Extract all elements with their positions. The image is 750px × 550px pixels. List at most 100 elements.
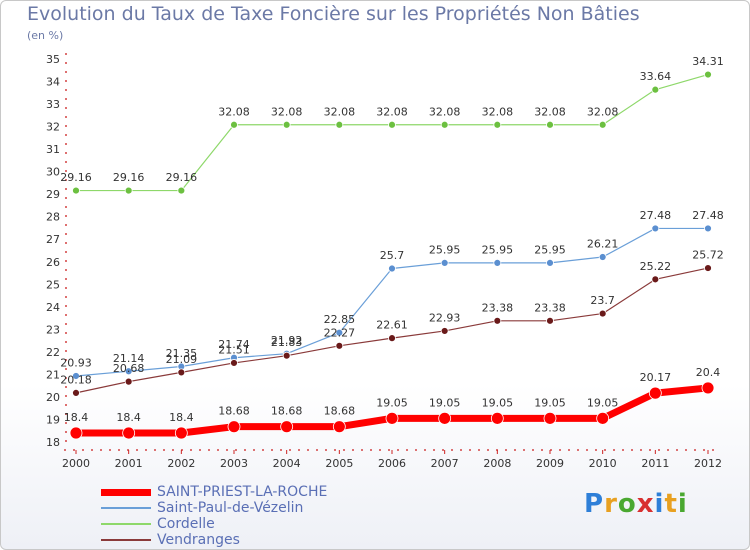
logo-letter: o [617,489,637,519]
data-label: 23.38 [482,301,514,314]
data-label: 22.85 [324,313,356,326]
data-point [546,120,554,129]
y-tick-label: 25 [46,278,60,291]
x-tick-label: 2008 [483,457,511,470]
y-tick-label: 24 [46,301,60,314]
legend-label: Vendranges [157,532,240,548]
data-label: 25.22 [640,260,672,273]
data-point [177,186,186,195]
chart-title: Evolution du Taux de Taxe Foncière sur l… [27,3,640,25]
data-point [493,258,502,267]
data-label: 20.4 [696,366,721,379]
data-point [651,275,660,284]
data-point [648,386,662,400]
logo-letter: P [584,489,605,519]
legend-swatch [101,539,151,541]
data-label: 22.61 [376,319,408,332]
data-point [72,372,80,380]
data-label: 18.4 [169,411,194,424]
y-tick-label: 21 [46,368,60,381]
legend-swatch [101,488,151,496]
legend-label: Saint-Paul-de-Vézelin [157,500,304,516]
data-label: 21.09 [166,353,198,366]
data-label: 19.05 [587,396,619,409]
data-label: 32.08 [429,105,461,118]
data-label: 25.72 [692,249,724,262]
data-label: 21.35 [166,347,198,360]
x-tick-label: 2000 [62,457,90,470]
data-label: 22.93 [429,311,461,324]
data-point [440,258,449,267]
data-label: 25.7 [380,249,405,262]
data-label: 19.05 [429,396,461,409]
data-point [335,328,344,337]
data-point [69,426,83,440]
data-label: 26.21 [587,238,619,251]
data-point [598,120,607,129]
legend-swatch [101,507,151,509]
data-point [438,411,452,425]
data-point [335,341,344,350]
logo-letter: x [636,489,655,519]
data-label: 22.27 [324,326,356,339]
y-tick-label: 31 [46,143,60,156]
data-label: 29.16 [113,171,145,184]
x-tick-label: 2004 [273,457,301,470]
data-label: 18.4 [116,411,141,424]
data-point [704,224,712,233]
x-tick-label: 2007 [431,457,459,470]
data-point [440,327,449,335]
data-label: 32.08 [376,105,408,118]
data-point [174,426,188,440]
data-point [598,309,607,318]
y-tick-label: 19 [46,413,60,426]
data-label: 32.08 [271,105,303,118]
data-point [704,264,712,272]
data-label: 19.05 [482,396,514,409]
data-label: 25.95 [429,243,461,256]
data-point [122,426,136,440]
x-tick-label: 2001 [115,457,143,470]
y-tick-label: 18 [46,436,60,449]
y-tick-label: 32 [46,121,60,134]
data-label: 21.83 [271,336,303,349]
data-label: 18.68 [324,405,356,418]
y-tick-label: 28 [46,211,60,224]
data-point [543,411,557,425]
data-label: 21.14 [113,352,145,365]
data-point [388,334,396,343]
data-label: 20.93 [60,356,92,369]
data-point [385,411,399,425]
data-label: 18.4 [64,411,89,424]
data-point [704,70,712,79]
legend-label: SAINT-PRIEST-LA-ROCHE [157,484,328,500]
data-point [493,120,502,129]
data-label: 32.08 [218,105,250,118]
data-point [701,381,715,395]
data-label: 27.48 [640,209,672,222]
data-label: 21.51 [218,343,250,356]
data-point [230,120,238,129]
data-label: 23.7 [590,294,615,307]
data-point [493,316,502,325]
data-label: 32.08 [324,105,356,118]
data-label: 34.31 [692,55,724,68]
data-label: 20.18 [60,373,92,386]
data-point [72,388,80,397]
y-tick-label: 23 [46,323,60,336]
y-tick-label: 27 [46,233,60,246]
data-label: 32.08 [587,105,619,118]
data-label: 19.05 [534,396,566,409]
data-label: 18.68 [218,405,250,418]
data-point [282,351,291,360]
logo-letter: r [604,489,618,519]
data-point [440,120,449,129]
data-label: 25.95 [534,243,566,256]
x-tick-label: 2009 [536,457,564,470]
data-point [651,85,660,94]
data-label: 18.68 [271,405,303,418]
data-label: 33.64 [640,70,672,83]
y-tick-label: 20 [46,391,60,404]
data-point [596,411,610,425]
x-tick-label: 2012 [694,457,722,470]
